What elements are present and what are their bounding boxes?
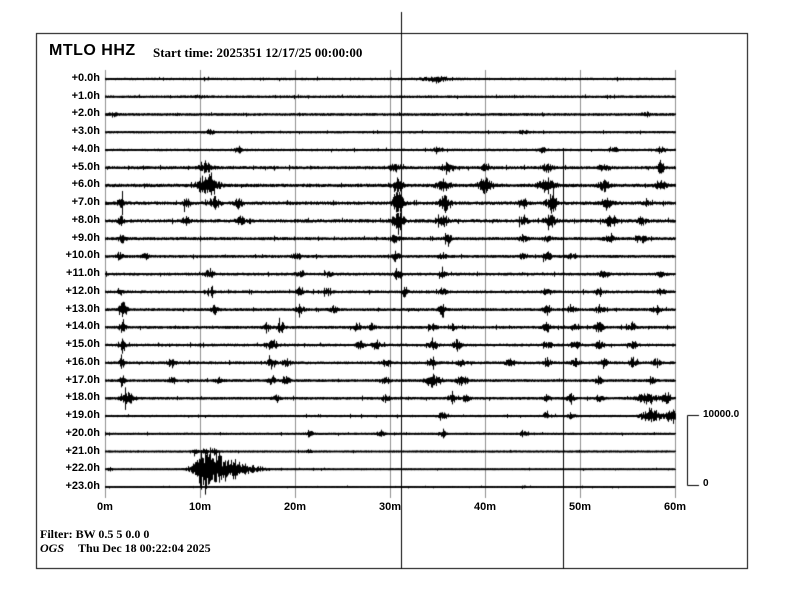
helicorder-plot-canvas[interactable] [0,0,792,612]
helicorder-viewer: MTLO HHZ Start time: 2025351 12/17/25 00… [0,0,792,612]
